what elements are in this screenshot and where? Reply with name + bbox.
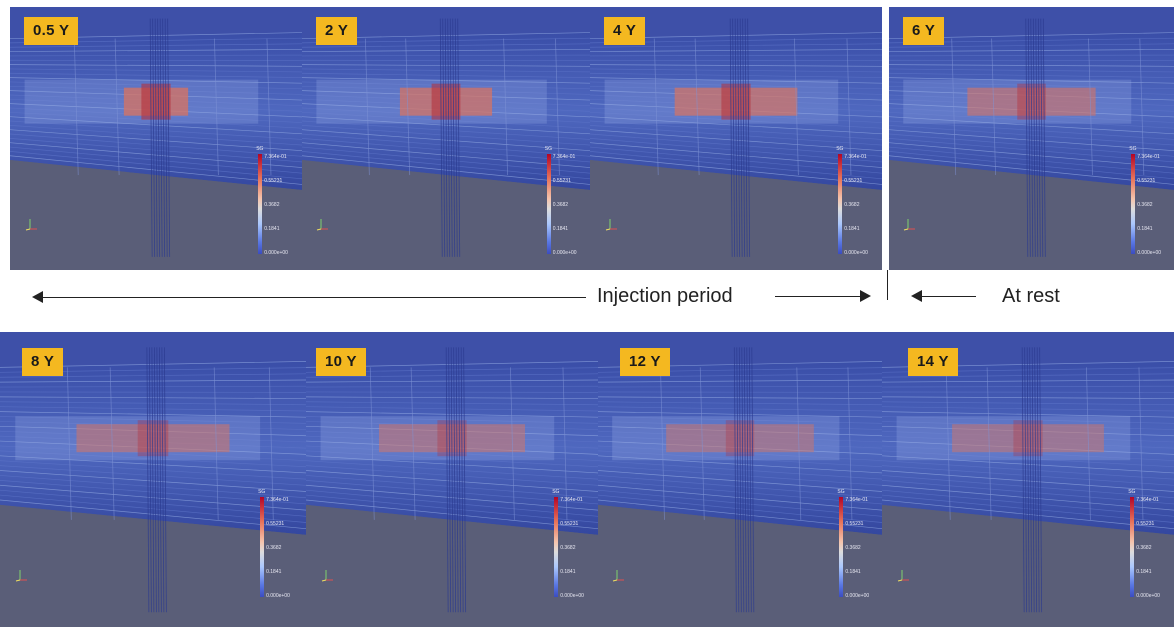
colorbar-tick-label: 0.55231: [266, 521, 285, 528]
panel-6y: 6 Y SG 7.364e-01 0.55231 0.3682 0.1841 0.000e…: [889, 7, 1174, 270]
colorbar-tick-label: 0.55231: [560, 521, 579, 528]
colorbar-tick-label: 7.364e-01: [1137, 154, 1160, 161]
colorbar-title: SG: [1129, 146, 1137, 153]
colorbar-tick-label: 0.3682: [560, 545, 576, 552]
time-label: 10 Y: [316, 348, 366, 376]
colorbar-tick-label: 0.55231: [1136, 521, 1155, 528]
panel-12y: 12 Y SG 7.364e-01 0.55231 0.3682 0.1841 0.000…: [598, 332, 882, 627]
orientation-axes-icon: [25, 219, 37, 231]
colorbar-tick-label: 0.000e+00: [1137, 250, 1162, 257]
colorbar-title: SG: [552, 489, 560, 496]
colorbar-tick-label: 0.3682: [844, 202, 860, 209]
simulation-view: [302, 7, 590, 270]
colorbar-title: SG: [836, 146, 844, 153]
colorbar-tick-label: 0.1841: [264, 226, 280, 233]
orientation-axes-icon: [897, 570, 909, 582]
colorbar-tick-label: 0.000e+00: [266, 593, 290, 600]
colorbar-tick-label: 0.55231: [845, 521, 864, 528]
colorbar-tick-label: 0.55231: [844, 178, 863, 185]
colorbar-tick-label: 7.364e-01: [844, 154, 867, 161]
orientation-axes-icon: [317, 219, 329, 231]
colorbar-tick-label: 0.55231: [1137, 178, 1156, 185]
colorbar-tick-label: 7.364e-01: [845, 497, 868, 504]
colorbar-tick-label: 0.000e+00: [844, 250, 868, 257]
colorbar-title: SG: [837, 489, 845, 496]
time-label: 12 Y: [620, 348, 670, 376]
injection-period-caption: Injection period: [597, 285, 733, 307]
colorbar-tick-label: 0.1841: [1137, 226, 1153, 233]
time-label: 0.5 Y: [24, 17, 79, 45]
colorbar: [838, 154, 843, 255]
panel-4y: 4 Y SG 7.364e-01 0.55231 0.3682 0.1841 0.000e…: [590, 7, 882, 270]
colorbar-tick-label: 7.364e-01: [560, 497, 583, 504]
right-arrow-head-icon: [860, 290, 871, 302]
colorbar-tick-label: 0.000e+00: [264, 250, 288, 257]
time-label: 14 Y: [908, 348, 958, 376]
colorbar-tick-label: 7.364e-01: [266, 497, 289, 504]
simulation-view: [0, 332, 306, 627]
colorbar: [554, 497, 559, 598]
colorbar-tick-label: 0.3682: [264, 202, 280, 209]
right-arrow-line: [775, 296, 867, 297]
time-label: 6 Y: [903, 17, 945, 45]
colorbar: [258, 154, 263, 255]
phase-divider: [887, 270, 889, 300]
colorbar-tick-label: 7.364e-01: [264, 154, 287, 161]
colorbar-tick-label: 0.000e+00: [560, 593, 584, 600]
orientation-axes-icon: [16, 570, 28, 582]
left-arrow-head-icon: [32, 291, 43, 303]
orientation-axes-icon: [605, 219, 617, 231]
colorbar-tick-label: 0.3682: [845, 545, 861, 552]
simulation-view: [598, 332, 882, 627]
colorbar: [1131, 154, 1136, 255]
rest-arrow-head-icon: [911, 290, 922, 302]
colorbar-title: SG: [256, 146, 264, 153]
time-label: 2 Y: [316, 17, 358, 45]
simulation-view: [882, 332, 1174, 627]
colorbar-tick-label: 0.1841: [1136, 569, 1152, 576]
colorbar-tick-label: 0.3682: [266, 545, 282, 552]
colorbar-tick-label: 0.000e+00: [552, 250, 577, 257]
colorbar-tick-label: 7.364e-01: [1136, 497, 1159, 504]
colorbar-tick-label: 0.1841: [552, 226, 569, 233]
colorbar: [1130, 497, 1135, 598]
colorbar-title: SG: [544, 146, 553, 153]
colorbar: [839, 497, 844, 598]
colorbar-tick-label: 0.55231: [264, 178, 283, 185]
colorbar-tick-label: 0.1841: [845, 569, 861, 576]
colorbar-tick-label: 0.3682: [552, 202, 569, 209]
simulation-view: [10, 7, 302, 270]
colorbar-tick-label: 7.364e-01: [552, 154, 576, 161]
colorbar-title: SG: [258, 489, 266, 496]
colorbar-tick-label: 0.1841: [560, 569, 576, 576]
colorbar-tick-label: 0.55231: [552, 178, 571, 185]
colorbar: [260, 497, 265, 598]
at-rest-caption: At rest: [1002, 285, 1060, 307]
colorbar-tick-label: 0.1841: [266, 569, 282, 576]
panel-8y: 8 Y SG 7.364e-01 0.55231 0.3682 0.1841 0.000e…: [0, 332, 306, 627]
panel-2y: 2 Y SG 7.364e-01 0.55231 0.3682 0.1841 0.000e…: [302, 7, 590, 270]
time-label: 4 Y: [604, 17, 646, 45]
time-label: 8 Y: [22, 348, 64, 376]
simulation-view: [590, 7, 882, 270]
orientation-axes-icon: [321, 570, 333, 582]
panel-14y: 14 Y SG 7.364e-01 0.55231 0.3682 0.1841 0.000…: [882, 332, 1174, 627]
colorbar-tick-label: 0.000e+00: [1136, 593, 1160, 600]
orientation-axes-icon: [613, 570, 625, 582]
orientation-axes-icon: [904, 219, 916, 231]
colorbar-title: SG: [1128, 489, 1136, 496]
left-arrow-line: [34, 297, 586, 298]
panel-0-5y: 0.5 Y SG 7.364e-01 0.55231 0.3682 0.1841 0.00…: [10, 7, 302, 270]
colorbar-tick-label: 0.000e+00: [845, 593, 870, 600]
rest-arrow-line: [914, 296, 976, 297]
colorbar-tick-label: 0.3682: [1137, 202, 1153, 209]
simulation-view: [889, 7, 1174, 270]
panel-10y: 10 Y SG 7.364e-01 0.55231 0.3682 0.1841 0.000…: [306, 332, 598, 627]
colorbar-tick-label: 0.3682: [1136, 545, 1152, 552]
colorbar: [546, 154, 551, 255]
colorbar-tick-label: 0.1841: [844, 226, 860, 233]
